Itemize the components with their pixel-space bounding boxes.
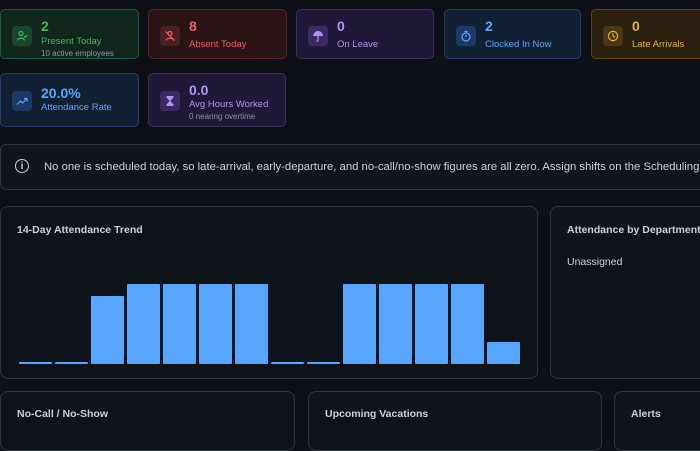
trend-bar[interactable] (91, 296, 124, 364)
attendance-trend-title: 14-Day Attendance Trend (17, 224, 143, 236)
upcoming-vacations-title: Upcoming Vacations (325, 408, 429, 420)
info-banner: i No one is scheduled today, so late-arr… (0, 144, 700, 190)
trend-bar[interactable] (379, 284, 412, 364)
trend-bar[interactable] (19, 361, 52, 364)
trend-bar[interactable] (307, 361, 340, 364)
stat-label: Avg Hours Worked (189, 99, 269, 110)
trend-bar[interactable] (487, 341, 520, 364)
info-banner-text: No one is scheduled today, so late-arriv… (44, 161, 700, 173)
stat-late-arrivals: 0 Late Arrivals (591, 9, 700, 59)
stat-label: Present Today (41, 36, 102, 47)
stopwatch-icon (456, 26, 476, 46)
upcoming-vacations-card: Upcoming Vacations (308, 391, 602, 451)
stat-present-today: 2 Present Today 10 active employees (0, 9, 139, 59)
stat-label: Absent Today (189, 39, 247, 50)
stat-on-leave: 0 On Leave (296, 9, 434, 59)
trend-bar[interactable] (271, 361, 304, 364)
info-icon: i (15, 159, 29, 173)
stat-value: 20.0% (41, 85, 81, 101)
no-call-no-show-card: No-Call / No-Show (0, 391, 295, 451)
hourglass-icon (160, 91, 180, 111)
stat-value: 2 (41, 18, 49, 34)
stat-value: 8 (189, 18, 197, 34)
trend-bar[interactable] (55, 361, 88, 364)
stat-subtext: 10 active employees (41, 49, 114, 58)
stat-attendance-rate: 20.0% Attendance Rate (0, 73, 139, 127)
stat-absent-today: 8 Absent Today (148, 9, 287, 59)
attendance-trend-card: 14-Day Attendance Trend (0, 206, 538, 379)
stat-subtext: 0 nearing overtime (189, 112, 256, 121)
stat-value: 2 (485, 18, 493, 34)
clock-icon (603, 26, 623, 46)
trend-bar[interactable] (163, 284, 196, 364)
stat-label: Attendance Rate (41, 102, 112, 113)
alerts-title: Alerts (631, 408, 661, 420)
user-off-icon (160, 26, 180, 46)
attendance-by-department-title: Attendance by Department (567, 224, 700, 236)
trend-bar[interactable] (127, 284, 160, 364)
no-call-no-show-title: No-Call / No-Show (17, 408, 108, 420)
stat-label: Late Arrivals (632, 39, 685, 50)
trend-bar[interactable] (199, 284, 232, 364)
stat-label: On Leave (337, 39, 379, 50)
trend-bar[interactable] (235, 284, 268, 364)
trend-bar[interactable] (415, 284, 448, 364)
trend-bar[interactable] (343, 284, 376, 364)
umbrella-icon (308, 26, 328, 46)
stat-avg-hours-worked: 0.0 Avg Hours Worked 0 nearing overtime (148, 73, 286, 127)
alerts-card: Alerts (614, 391, 700, 451)
stat-value: 0.0 (189, 82, 209, 98)
department-item: Unassigned (567, 256, 623, 268)
user-check-icon (12, 26, 32, 46)
stat-value: 0 (632, 18, 640, 34)
trend-bar[interactable] (451, 284, 484, 364)
trending-up-icon (12, 91, 32, 111)
stat-label: Clocked In Now (485, 39, 552, 50)
stat-clocked-in-now: 2 Clocked In Now (444, 9, 581, 59)
attendance-by-department-card: Attendance by Department Unassigned (550, 206, 700, 379)
stat-value: 0 (337, 18, 345, 34)
